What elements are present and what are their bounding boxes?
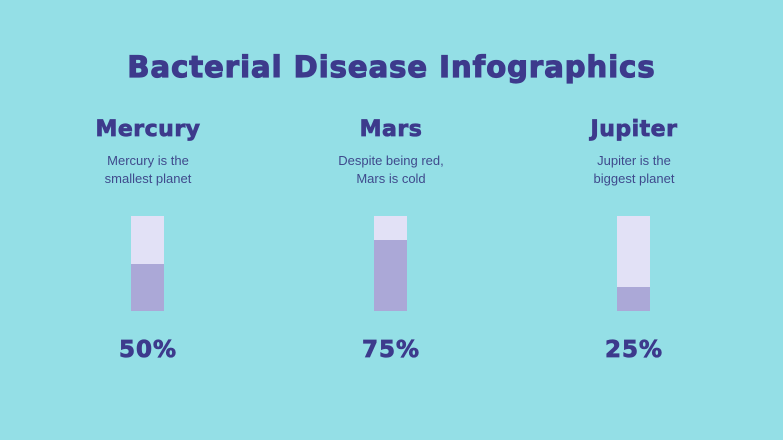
description-line: Mars is cold (356, 171, 426, 186)
category-label: Mars (359, 117, 423, 143)
category-label: Mercury (95, 117, 201, 143)
description: Jupiter is the biggest planet (514, 152, 754, 188)
description-line: Despite being red, (338, 153, 444, 168)
description-line: Jupiter is the (597, 153, 671, 168)
description-line: biggest planet (593, 171, 675, 186)
value-label: 50% (118, 337, 178, 364)
bar-track (374, 216, 407, 311)
value-label: 25% (604, 337, 664, 364)
column-mercury: Mercury Mercury is the smallest planet 50… (28, 115, 268, 364)
bar-track (617, 216, 650, 311)
slide-title: Bacterial Disease Infographics (127, 49, 656, 84)
bar-track (131, 216, 164, 311)
description-line: Mercury is the (107, 153, 189, 168)
bar-fill (617, 287, 650, 311)
bar-fill (131, 263, 164, 311)
bar-fill (374, 239, 407, 311)
category-label: Jupiter (590, 117, 678, 143)
value-label: 75% (361, 337, 421, 364)
column-jupiter: Jupiter Jupiter is the biggest planet 25% (514, 115, 754, 364)
description: Mercury is the smallest planet (28, 152, 268, 188)
description-line: smallest planet (104, 171, 192, 186)
description: Despite being red, Mars is cold (271, 152, 511, 188)
column-mars: Mars Despite being red, Mars is cold 75% (271, 115, 511, 364)
